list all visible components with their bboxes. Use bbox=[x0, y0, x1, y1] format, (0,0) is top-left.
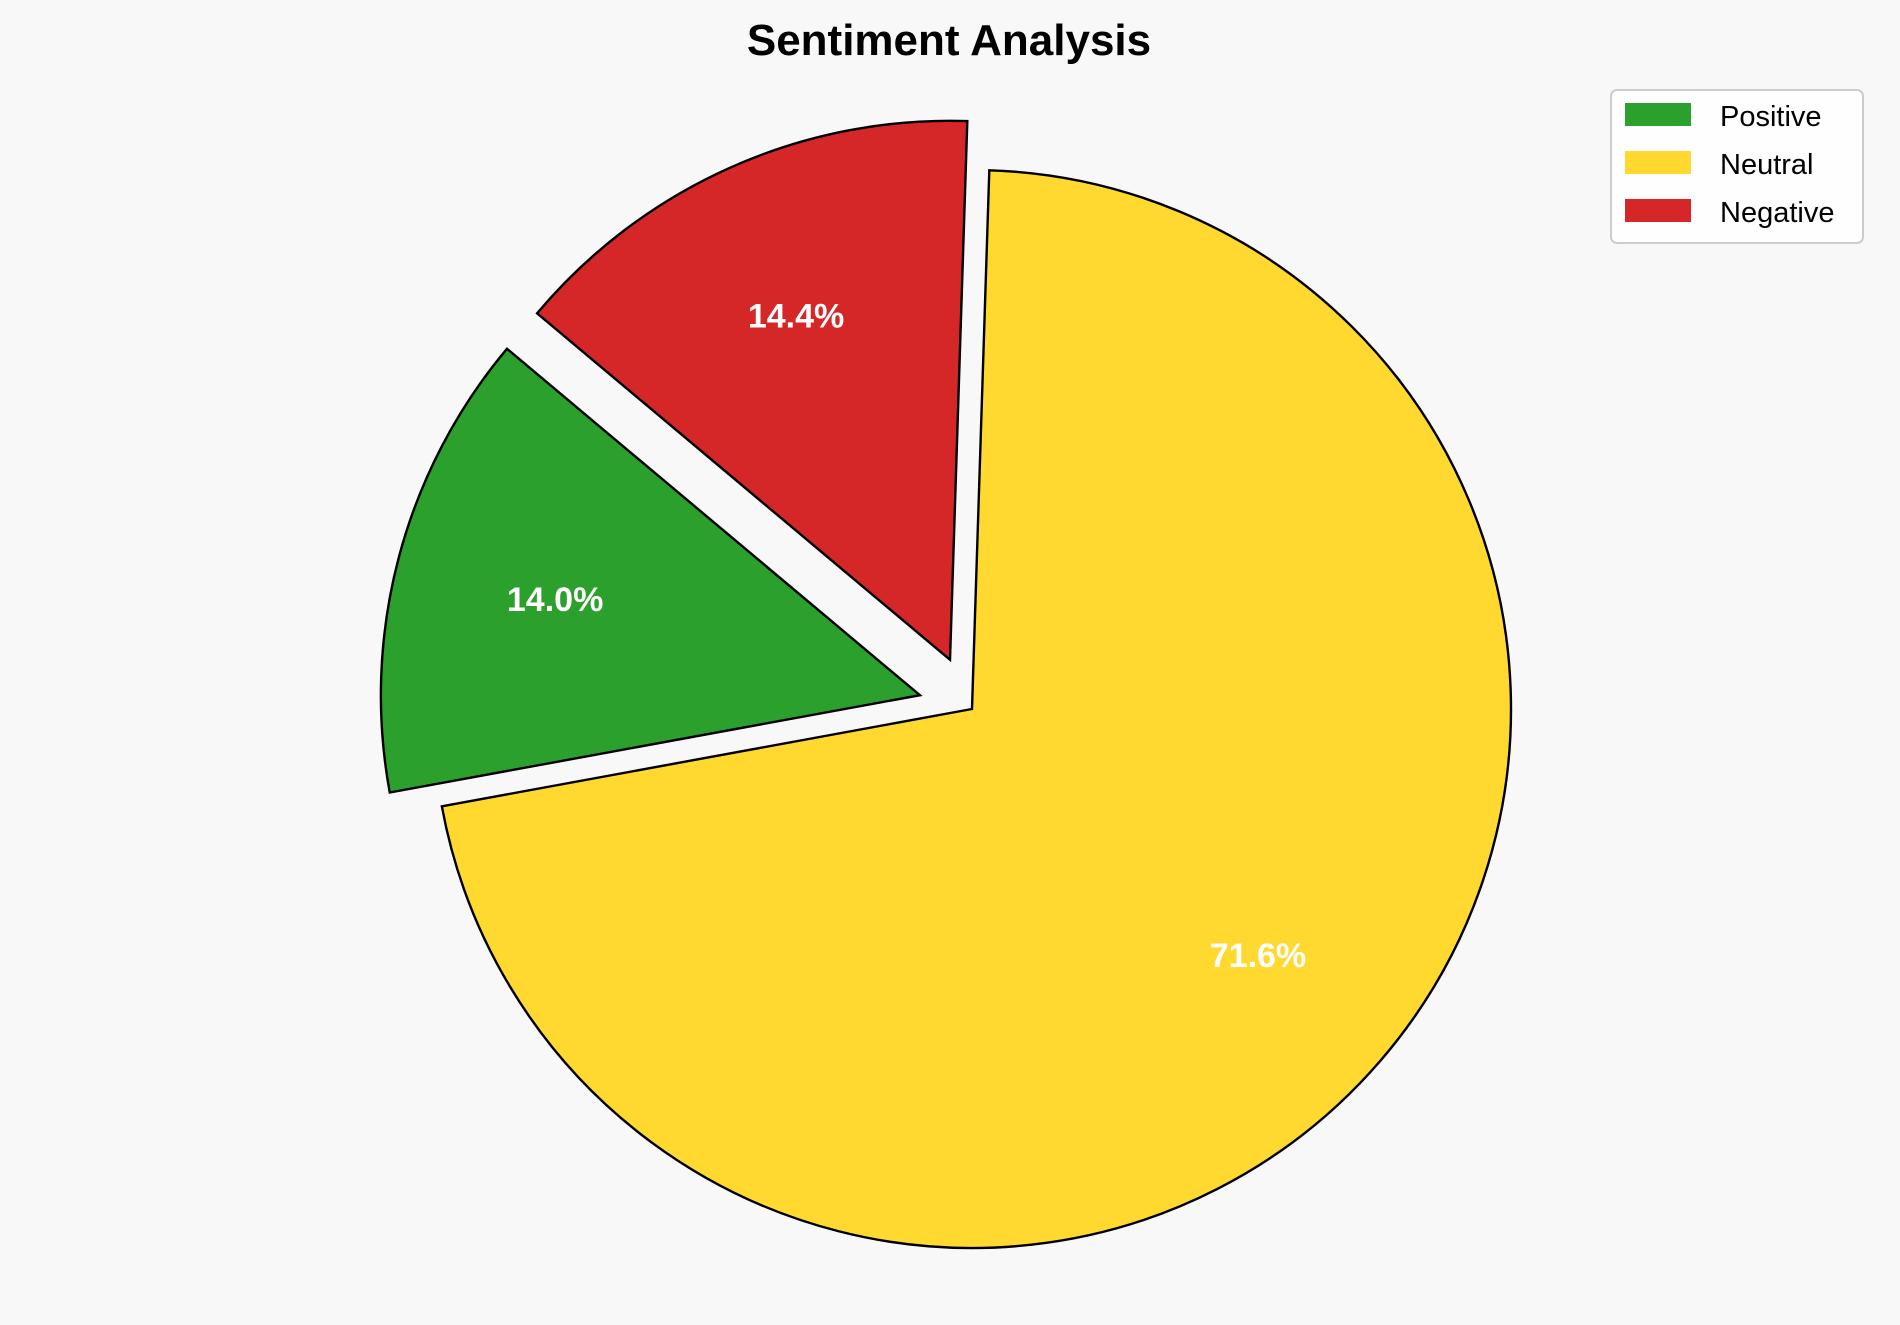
slice-label-positive: 14.0% bbox=[507, 581, 603, 619]
pie-slice-negative bbox=[535, 119, 969, 663]
legend-label-neutral: Neutral bbox=[1720, 149, 1814, 181]
legend-label-positive: Positive bbox=[1720, 101, 1822, 133]
legend-swatch-positive bbox=[1625, 103, 1691, 126]
slice-label-neutral: 71.6% bbox=[1210, 937, 1306, 975]
legend-label-negative: Negative bbox=[1720, 197, 1834, 229]
slice-label-negative: 14.4% bbox=[748, 297, 844, 335]
pie-slice-neutral bbox=[440, 169, 1513, 1250]
legend: Positive Neutral Negative bbox=[1610, 89, 1864, 244]
pie-slice-positive bbox=[379, 347, 923, 794]
chart-title: Sentiment Analysis bbox=[747, 16, 1151, 65]
legend-swatch-negative bbox=[1625, 199, 1691, 222]
legend-swatch-neutral bbox=[1625, 151, 1691, 174]
